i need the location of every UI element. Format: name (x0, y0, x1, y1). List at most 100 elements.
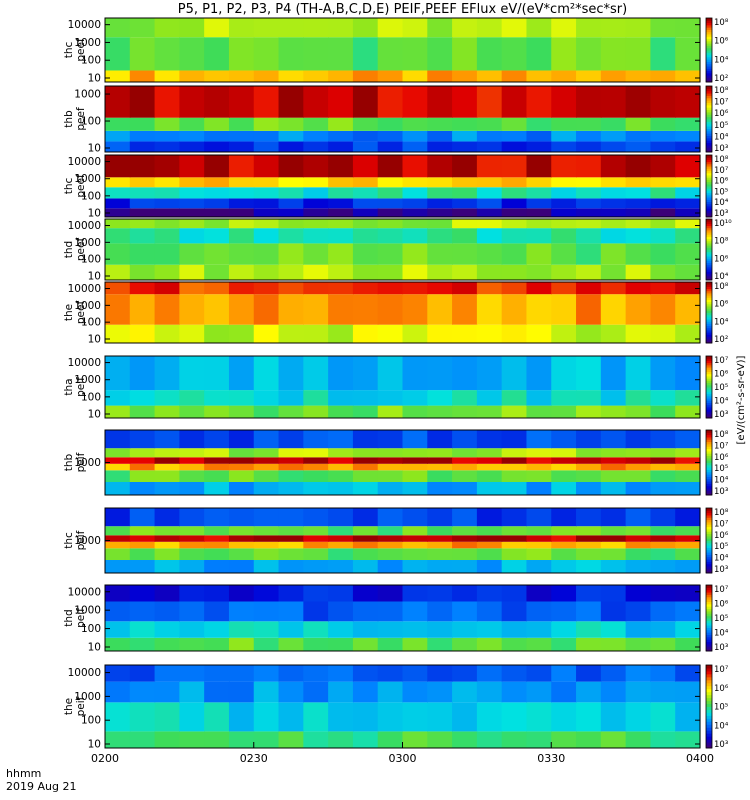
spectrogram-cell (576, 141, 602, 152)
spectrogram-cell (600, 243, 627, 265)
spectrogram-cell (625, 470, 652, 482)
spectrogram-cell (600, 463, 627, 471)
spectrogram-cell (204, 130, 230, 142)
spectrogram-cell (204, 637, 230, 651)
spectrogram-cell (129, 294, 156, 325)
spectrogram-cell (105, 621, 131, 638)
spectrogram-cell (352, 621, 379, 638)
colorbar-segment (706, 469, 712, 473)
spectrogram-cell (129, 702, 156, 732)
spectrogram-cell (129, 264, 156, 280)
spectrogram-cell (402, 457, 428, 464)
spectrogram-cell (328, 117, 354, 131)
spectrogram-cell (129, 228, 156, 244)
spectrogram-cell (402, 526, 428, 536)
spectrogram-cell (303, 731, 329, 748)
colorbar-segment (706, 508, 712, 511)
spectrogram-cell (105, 548, 131, 560)
spectrogram-cell (501, 356, 528, 391)
colorbar-segment (706, 236, 712, 240)
spectrogram-cell (154, 535, 180, 542)
spectrogram-cell (600, 448, 627, 458)
spectrogram-cell (625, 681, 652, 703)
colorbar-segment (706, 50, 712, 53)
spectrogram-cell (303, 548, 329, 560)
spectrogram-cell (675, 637, 701, 651)
colorbar-segment (706, 312, 712, 316)
spectrogram-cell (650, 264, 676, 280)
spectrogram-cell (179, 228, 205, 244)
panel-ylabel-probe: the (63, 698, 75, 715)
spectrogram-cell (650, 470, 676, 482)
spectrogram-cell (625, 177, 652, 188)
spectrogram-cell (501, 526, 528, 536)
spectrogram-cell (576, 731, 602, 748)
colorbar-segment (706, 142, 712, 146)
colorbar-segment (706, 490, 712, 494)
spectrogram-cell (278, 731, 304, 748)
spectrogram-cell (328, 463, 354, 471)
spectrogram-cell (501, 130, 528, 142)
spectrogram-cell (154, 198, 180, 209)
colorbar-segment (706, 400, 712, 403)
spectrogram-cell (625, 560, 652, 573)
spectrogram-cell (650, 457, 676, 464)
colorbar-tick-label: 10⁶ (714, 37, 729, 47)
spectrogram-cell (526, 482, 552, 495)
spectrogram-cell (253, 448, 280, 458)
colorbar-segment (706, 632, 712, 635)
colorbar-segment (706, 172, 712, 176)
spectrogram-cell (377, 86, 404, 118)
spectrogram-cell (253, 535, 280, 542)
spectrogram-cell (675, 508, 701, 527)
spectrogram-cell (105, 187, 131, 199)
spectrogram-cell (228, 141, 255, 152)
spectrogram-cell (551, 541, 577, 549)
spectrogram-cell (377, 482, 404, 495)
colorbar-segment (706, 258, 712, 261)
colorbar-segment (706, 471, 712, 475)
spectrogram-cell (278, 264, 304, 280)
colorbar-tick-label: 10⁶ (714, 254, 729, 264)
spectrogram-cell (650, 731, 676, 748)
colorbar-segment (706, 629, 712, 633)
colorbar-tick-label: 10⁴ (714, 721, 729, 731)
spectrogram-cell (501, 541, 528, 549)
colorbar-tick-label: 10⁸ (714, 282, 729, 292)
spectrogram-cell (154, 665, 180, 682)
spectrogram-cell (352, 37, 379, 71)
colorbar-segment (706, 434, 712, 438)
colorbar-tick-label: 10⁴ (714, 629, 729, 639)
spectrogram-cell (600, 324, 627, 343)
colorbar-segment (706, 205, 712, 209)
colorbar-segment (706, 411, 712, 415)
spectrogram-cell (228, 18, 255, 38)
colorbar-segment (706, 620, 712, 624)
spectrogram-cell (377, 208, 404, 217)
spectrogram-cell (427, 294, 453, 325)
spectrogram-cell (377, 198, 404, 209)
spectrogram-cell (625, 482, 652, 495)
spectrogram-cell (452, 601, 478, 622)
spectrogram-cell (278, 117, 304, 131)
spectrogram-cell (179, 637, 205, 651)
spectrogram-cell (303, 282, 329, 295)
spectrogram-cell (600, 665, 627, 682)
spectrogram-cell (179, 356, 205, 391)
colorbar-segment (706, 327, 712, 331)
colorbar-segment (706, 367, 712, 370)
spectrogram-cell (105, 219, 131, 229)
spectrogram-cell (278, 526, 304, 536)
spectrogram-cell (526, 526, 552, 536)
colorbar-segment (706, 733, 712, 737)
spectrogram-cell (328, 548, 354, 560)
colorbar-tick-label: 10⁴ (714, 397, 729, 407)
spectrogram-cell (352, 228, 379, 244)
colorbar-segment (706, 540, 712, 544)
colorbar-segment (706, 409, 712, 412)
spectrogram-cell (228, 560, 255, 573)
spectrogram-cell (179, 482, 205, 495)
spectrogram-cell (551, 155, 577, 178)
colorbar-segment (706, 334, 712, 337)
spectrogram-cell (452, 264, 478, 280)
